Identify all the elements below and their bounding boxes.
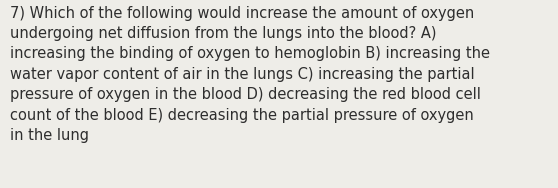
Text: 7) Which of the following would increase the amount of oxygen
undergoing net dif: 7) Which of the following would increase… bbox=[10, 6, 490, 143]
